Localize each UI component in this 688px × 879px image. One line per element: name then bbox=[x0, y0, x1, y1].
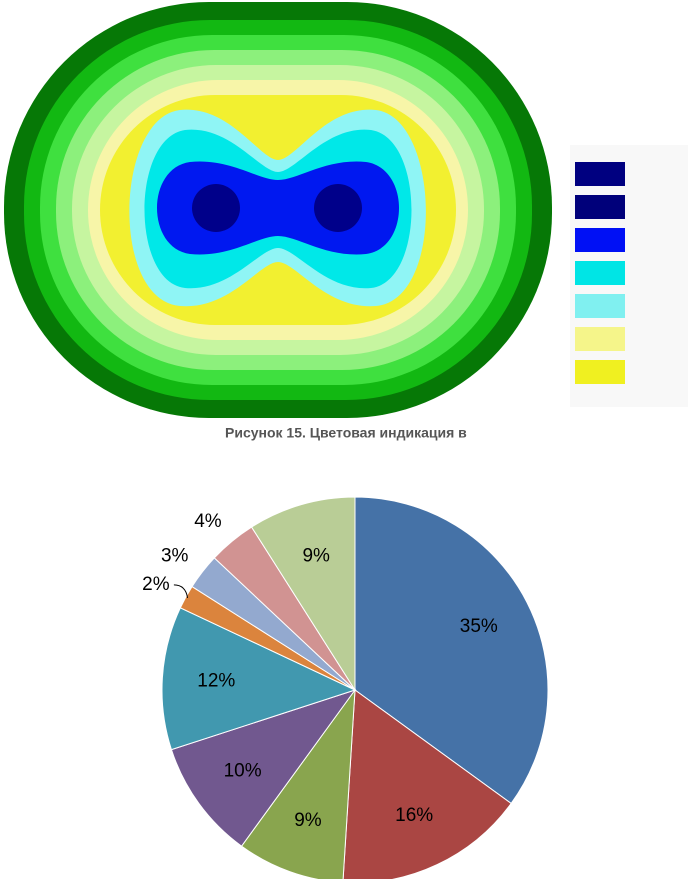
slice-label: 9% bbox=[302, 546, 330, 567]
figure-caption: Рисунок 15. Цветовая индикация в bbox=[225, 425, 467, 441]
contour-legend bbox=[570, 145, 688, 407]
slice-label: 2% bbox=[142, 574, 170, 595]
pie-slice bbox=[354, 496, 549, 805]
slice-label: 4% bbox=[194, 511, 222, 532]
pie-slice bbox=[170, 689, 357, 847]
leader-line bbox=[173, 584, 189, 599]
slice-label: 10% bbox=[224, 761, 262, 782]
slice-label: 35% bbox=[460, 616, 498, 637]
contour-figure bbox=[4, 2, 552, 418]
pie-slice bbox=[250, 496, 356, 692]
slice-label: 12% bbox=[197, 670, 235, 691]
slice-label: 16% bbox=[395, 805, 433, 826]
pie-slice bbox=[240, 688, 356, 879]
slice-label: 9% bbox=[294, 810, 322, 831]
pie-slice bbox=[161, 607, 357, 751]
slice-label: 3% bbox=[161, 545, 189, 566]
pie-slice bbox=[342, 689, 512, 879]
